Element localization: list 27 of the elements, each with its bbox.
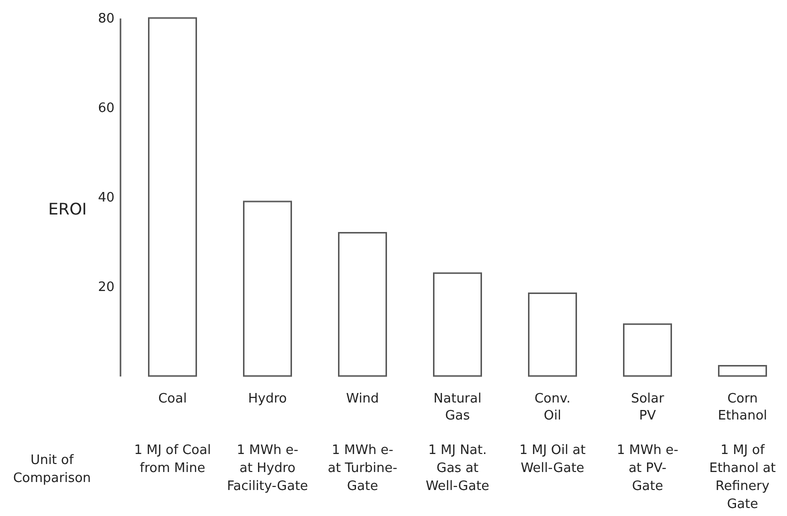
y-tick-label: 40	[98, 190, 114, 206]
text: 1 MWh e- at Hydro Facility-Gate	[226, 443, 308, 494]
x-tick-label: Natural Gas	[434, 392, 482, 424]
x-tick-label: Hydro	[248, 392, 287, 406]
text: 1 MWh e- at PV- Gate	[616, 443, 679, 494]
x-tick-label: Wind	[346, 392, 379, 406]
text: 1 MJ of Ethanol at Refinery Gate	[709, 443, 776, 512]
y-tick-label: 20	[98, 280, 114, 295]
bar	[243, 200, 292, 377]
x-tick-label: Solar PV	[630, 392, 665, 424]
text: 1 MWh e- at Turbine- Gate	[328, 443, 398, 494]
x-tick-label: Conv. Oil	[534, 392, 571, 424]
bar	[148, 17, 197, 377]
bar	[623, 323, 672, 377]
x-tick-label: Corn Ethanol	[718, 392, 768, 424]
text: 1 MJ Nat. Gas at Well-Gate	[426, 443, 490, 494]
bar	[718, 364, 767, 377]
text: Unit of Comparison	[13, 453, 91, 486]
bar	[433, 272, 482, 377]
y-axis-title: EROI	[48, 200, 87, 218]
x-tick-label: Coal	[158, 392, 187, 406]
bar	[528, 292, 577, 377]
bar	[338, 232, 387, 377]
y-tick-label: 60	[98, 101, 114, 116]
text: 1 MJ of Coal from Mine	[134, 443, 211, 476]
y-tick-label: 80	[98, 12, 114, 26]
text: 1 MJ Oil at Well-Gate	[519, 443, 586, 476]
